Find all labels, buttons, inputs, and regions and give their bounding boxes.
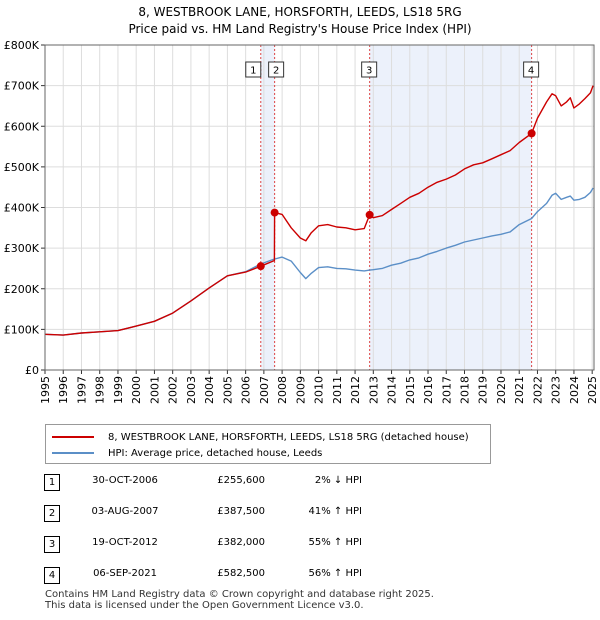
footer-copyright: Contains HM Land Registry data © Crown c… [45,589,434,600]
legend-label-property: 8, WESTBROOK LANE, HORSFORTH, LEEDS, LS1… [108,431,469,443]
sale-marker-box [361,61,378,78]
sale-date: 19-OCT-2012 [92,537,158,548]
x-tick-label: 2001 [148,376,161,404]
sale-price: £387,500 [217,506,265,517]
y-tick-label: £600K [4,120,40,133]
x-tick-label: 2025 [586,376,599,404]
sale-point [365,210,374,219]
footer-licence: This data is licensed under the Open Gov… [45,600,364,611]
legend-swatch-hpi [52,452,94,454]
plot-border [44,44,595,371]
y-tick-label: £200K [4,283,40,296]
x-tick-label: 1995 [39,376,52,404]
sale-marker-box [245,61,262,78]
chart-title-line2: Price paid vs. HM Land Registry's House … [128,22,472,36]
x-tick-label: 1998 [94,376,107,404]
x-tick-label: 2022 [531,376,544,404]
sale-hpi-diff: 55% ↑ HPI [308,537,362,548]
sales-table: 1 30-OCT-2006 £255,600 2% ↓ HPI 2 03-AUG… [40,474,580,598]
x-tick-label: 2000 [130,376,143,404]
sale-hpi-diff: 41% ↑ HPI [308,506,362,517]
x-tick-label: 2021 [513,376,526,404]
sale-marker-box [268,61,285,78]
legend-swatch-property [52,436,94,438]
sale-row: 1 30-OCT-2006 £255,600 2% ↓ HPI [40,474,580,505]
legend: 8, WESTBROOK LANE, HORSFORTH, LEEDS, LS1… [45,424,491,464]
sale-row: 2 03-AUG-2007 £387,500 41% ↑ HPI [40,505,580,536]
x-tick-label: 2008 [276,376,289,404]
y-tick-label: £0 [25,364,39,377]
x-tick-label: 2005 [221,376,234,404]
x-tick-label: 2023 [550,376,563,404]
sale-number: 3 [44,536,60,553]
legend-item-property: 8, WESTBROOK LANE, HORSFORTH, LEEDS, LS1… [52,430,469,444]
x-tick-label: 2006 [240,376,253,404]
legend-label-hpi: HPI: Average price, detached house, Leed… [108,447,323,459]
sale-point [270,208,279,217]
x-tick-label: 2020 [495,376,508,404]
x-tick-label: 2003 [185,376,198,404]
x-tick-label: 1996 [57,376,70,404]
sale-number: 1 [44,474,60,491]
chart-title-line1: 8, WESTBROOK LANE, HORSFORTH, LEEDS, LS1… [138,5,462,19]
x-tick-label: 2017 [440,376,453,404]
sale-hpi-diff: 56% ↑ HPI [308,568,362,579]
x-tick-label: 2010 [313,376,326,404]
x-tick-label: 2013 [367,376,380,404]
x-tick-label: 2007 [258,376,271,404]
sale-marker-label: 1 [250,66,256,77]
x-tick-label: 2012 [349,376,362,404]
legend-item-hpi: HPI: Average price, detached house, Leed… [52,446,322,460]
x-tick-label: 2004 [203,376,216,404]
x-tick-label: 2024 [568,376,581,404]
y-tick-label: £100K [4,323,40,336]
sale-hpi-diff: 2% ↓ HPI [314,475,362,486]
sale-marker-label: 4 [528,66,534,77]
sale-number: 2 [44,505,60,522]
sale-row: 4 06-SEP-2021 £582,500 56% ↑ HPI [40,567,580,598]
sale-date: 06-SEP-2021 [93,568,157,579]
x-tick-label: 2011 [331,376,344,404]
sale-point [527,129,536,138]
x-tick-label: 2002 [167,376,180,404]
sale-row: 3 19-OCT-2012 £382,000 55% ↑ HPI [40,536,580,567]
price-chart: £0 £100K £200K £300K £400K £500K £600K £700K £80… [4,39,599,404]
sale-price: £382,000 [217,537,265,548]
sale-point [256,262,265,271]
chart-title: 8, WESTBROOK LANE, HORSFORTH, LEEDS, LS1… [0,4,600,38]
y-tick-label: £800K [4,39,40,52]
y-tick-label: £400K [4,202,40,215]
sale-marker-label: 3 [366,66,372,77]
x-tick-label: 2018 [459,376,472,404]
x-tick-label: 2016 [422,376,435,404]
series-line-property [44,85,594,336]
sale-price: £582,500 [217,568,265,579]
y-tick-label: £300K [4,242,40,255]
x-tick-label: 2015 [404,376,417,404]
sale-price: £255,600 [217,475,265,486]
x-tick-label: 1997 [75,376,88,404]
x-tick-label: 2019 [477,376,490,404]
y-tick-label: £700K [4,80,40,93]
sale-marker-box [523,61,540,78]
footer: Contains HM Land Registry data © Crown c… [45,589,434,611]
x-tick-label: 2014 [386,376,399,404]
sale-number: 4 [44,567,60,584]
sale-marker-label: 2 [273,66,279,77]
x-tick-label: 2009 [294,376,307,404]
sale-date: 30-OCT-2006 [92,475,158,486]
sale-date: 03-AUG-2007 [91,506,159,517]
x-tick-label: 1999 [112,376,125,404]
y-tick-label: £500K [4,161,40,174]
